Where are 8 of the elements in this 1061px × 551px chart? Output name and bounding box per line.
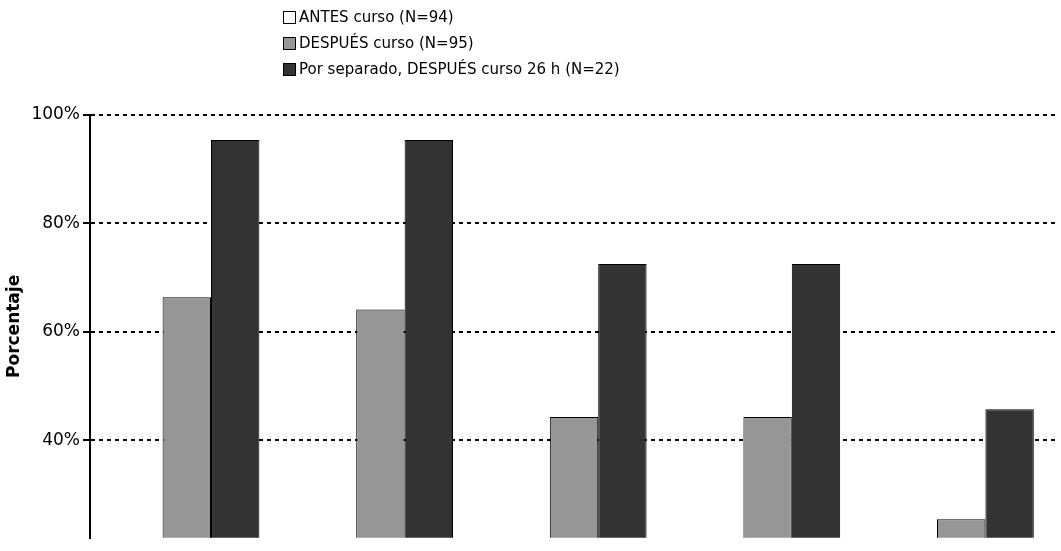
y-tick-label: 40% [42,428,80,449]
y-tick-label: 80% [42,211,80,232]
legend-label: DESPUÉS curso (N=95) [299,32,474,54]
y-axis-title: Porcentaje [2,274,23,378]
y-tick-label: 100% [31,103,80,124]
legend-label: ANTES curso (N=94) [299,7,454,28]
legend-label: Por separado, DESPUÉS curso 26 h (N=22) [299,58,620,80]
y-tick-label: 60% [42,320,80,341]
